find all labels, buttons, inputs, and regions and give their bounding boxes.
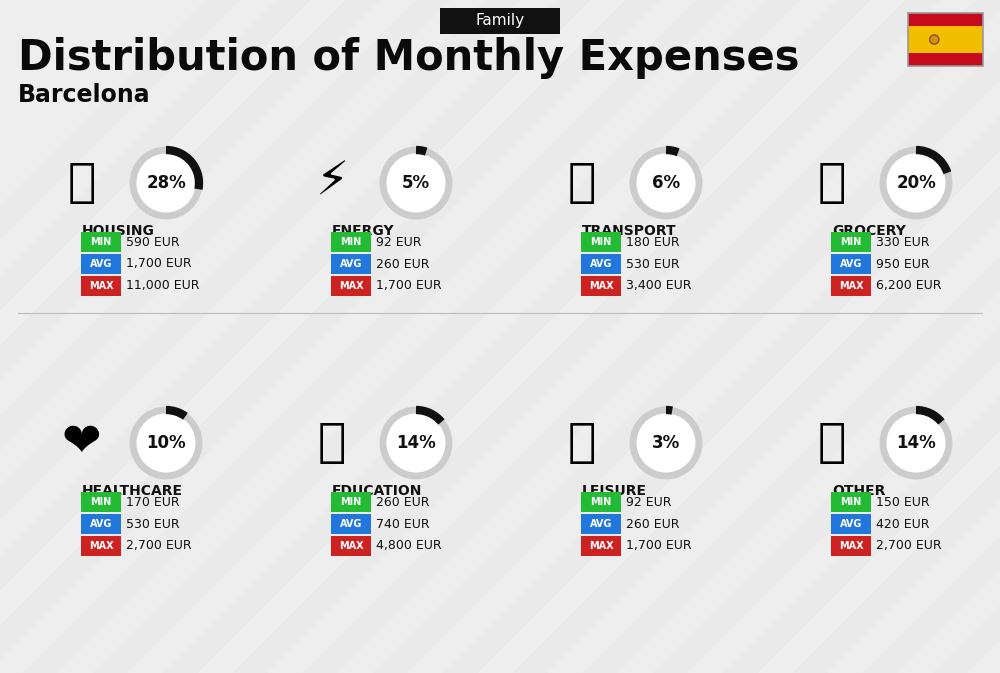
FancyBboxPatch shape — [331, 514, 371, 534]
FancyBboxPatch shape — [331, 276, 371, 296]
Text: MAX: MAX — [589, 541, 613, 551]
Text: 2,700 EUR: 2,700 EUR — [876, 540, 942, 553]
Text: 590 EUR: 590 EUR — [126, 236, 180, 248]
Text: 4,800 EUR: 4,800 EUR — [376, 540, 442, 553]
Text: TRANSPORT: TRANSPORT — [582, 224, 677, 238]
Text: MIN: MIN — [340, 497, 362, 507]
Text: MAX: MAX — [339, 541, 363, 551]
Text: 1,700 EUR: 1,700 EUR — [626, 540, 692, 553]
FancyBboxPatch shape — [81, 536, 121, 556]
FancyBboxPatch shape — [831, 254, 871, 274]
Text: AVG: AVG — [90, 259, 112, 269]
Text: HEALTHCARE: HEALTHCARE — [82, 484, 183, 498]
Text: HOUSING: HOUSING — [82, 224, 155, 238]
Text: MAX: MAX — [89, 541, 113, 551]
FancyBboxPatch shape — [908, 52, 983, 66]
FancyBboxPatch shape — [831, 276, 871, 296]
FancyBboxPatch shape — [831, 492, 871, 512]
Text: AVG: AVG — [840, 259, 862, 269]
Text: 11,000 EUR: 11,000 EUR — [126, 279, 200, 293]
Circle shape — [633, 150, 699, 216]
Text: 260 EUR: 260 EUR — [376, 495, 430, 509]
Circle shape — [383, 410, 449, 476]
Circle shape — [930, 36, 938, 44]
Circle shape — [133, 150, 199, 216]
FancyBboxPatch shape — [908, 26, 983, 52]
FancyBboxPatch shape — [81, 492, 121, 512]
Text: ❤️: ❤️ — [62, 421, 102, 466]
Text: 170 EUR: 170 EUR — [126, 495, 180, 509]
Text: AVG: AVG — [590, 259, 612, 269]
Text: AVG: AVG — [340, 259, 362, 269]
FancyBboxPatch shape — [331, 232, 371, 252]
Text: MIN: MIN — [90, 497, 112, 507]
FancyBboxPatch shape — [81, 276, 121, 296]
Text: 330 EUR: 330 EUR — [876, 236, 930, 248]
Text: MIN: MIN — [590, 497, 612, 507]
FancyBboxPatch shape — [581, 254, 621, 274]
Text: 150 EUR: 150 EUR — [876, 495, 930, 509]
FancyBboxPatch shape — [581, 232, 621, 252]
Circle shape — [633, 410, 699, 476]
Circle shape — [883, 410, 949, 476]
Text: 6,200 EUR: 6,200 EUR — [876, 279, 942, 293]
Text: 530 EUR: 530 EUR — [626, 258, 680, 271]
Text: MIN: MIN — [90, 237, 112, 247]
Text: ENERGY: ENERGY — [332, 224, 395, 238]
Text: MIN: MIN — [840, 497, 862, 507]
Text: 5%: 5% — [402, 174, 430, 192]
FancyBboxPatch shape — [81, 254, 121, 274]
Text: 🏢: 🏢 — [68, 160, 96, 205]
FancyBboxPatch shape — [81, 232, 121, 252]
Text: Barcelona: Barcelona — [18, 83, 151, 107]
Text: 260 EUR: 260 EUR — [376, 258, 430, 271]
Text: AVG: AVG — [590, 519, 612, 529]
Text: 1,700 EUR: 1,700 EUR — [126, 258, 192, 271]
Text: MAX: MAX — [839, 541, 863, 551]
Text: AVG: AVG — [90, 519, 112, 529]
Text: MAX: MAX — [839, 281, 863, 291]
Text: EDUCATION: EDUCATION — [332, 484, 422, 498]
Text: 6%: 6% — [652, 174, 680, 192]
Text: 3,400 EUR: 3,400 EUR — [626, 279, 692, 293]
Text: AVG: AVG — [840, 519, 862, 529]
Text: 1,700 EUR: 1,700 EUR — [376, 279, 442, 293]
Text: 🛍️: 🛍️ — [568, 421, 596, 466]
Text: 950 EUR: 950 EUR — [876, 258, 930, 271]
Text: MAX: MAX — [89, 281, 113, 291]
FancyBboxPatch shape — [581, 276, 621, 296]
Text: 10%: 10% — [146, 434, 186, 452]
Text: Family: Family — [475, 13, 525, 28]
Text: 14%: 14% — [396, 434, 436, 452]
Text: 💰: 💰 — [818, 421, 846, 466]
Text: OTHER: OTHER — [832, 484, 885, 498]
Text: 180 EUR: 180 EUR — [626, 236, 680, 248]
FancyBboxPatch shape — [831, 232, 871, 252]
Text: 28%: 28% — [146, 174, 186, 192]
Circle shape — [133, 410, 199, 476]
Text: MIN: MIN — [340, 237, 362, 247]
FancyBboxPatch shape — [81, 514, 121, 534]
Text: 🛒: 🛒 — [818, 160, 846, 205]
Text: LEISURE: LEISURE — [582, 484, 647, 498]
Text: ⚡: ⚡ — [315, 160, 349, 205]
Text: 92 EUR: 92 EUR — [626, 495, 672, 509]
FancyBboxPatch shape — [440, 8, 560, 34]
Text: 420 EUR: 420 EUR — [876, 518, 930, 530]
Text: 530 EUR: 530 EUR — [126, 518, 180, 530]
Text: MAX: MAX — [339, 281, 363, 291]
Text: 2,700 EUR: 2,700 EUR — [126, 540, 192, 553]
FancyBboxPatch shape — [331, 492, 371, 512]
Text: 260 EUR: 260 EUR — [626, 518, 680, 530]
FancyBboxPatch shape — [581, 514, 621, 534]
Circle shape — [929, 34, 939, 44]
Circle shape — [383, 150, 449, 216]
FancyBboxPatch shape — [831, 514, 871, 534]
FancyBboxPatch shape — [581, 536, 621, 556]
Circle shape — [883, 150, 949, 216]
Text: 740 EUR: 740 EUR — [376, 518, 430, 530]
Text: GROCERY: GROCERY — [832, 224, 906, 238]
Text: 20%: 20% — [896, 174, 936, 192]
Text: 92 EUR: 92 EUR — [376, 236, 422, 248]
